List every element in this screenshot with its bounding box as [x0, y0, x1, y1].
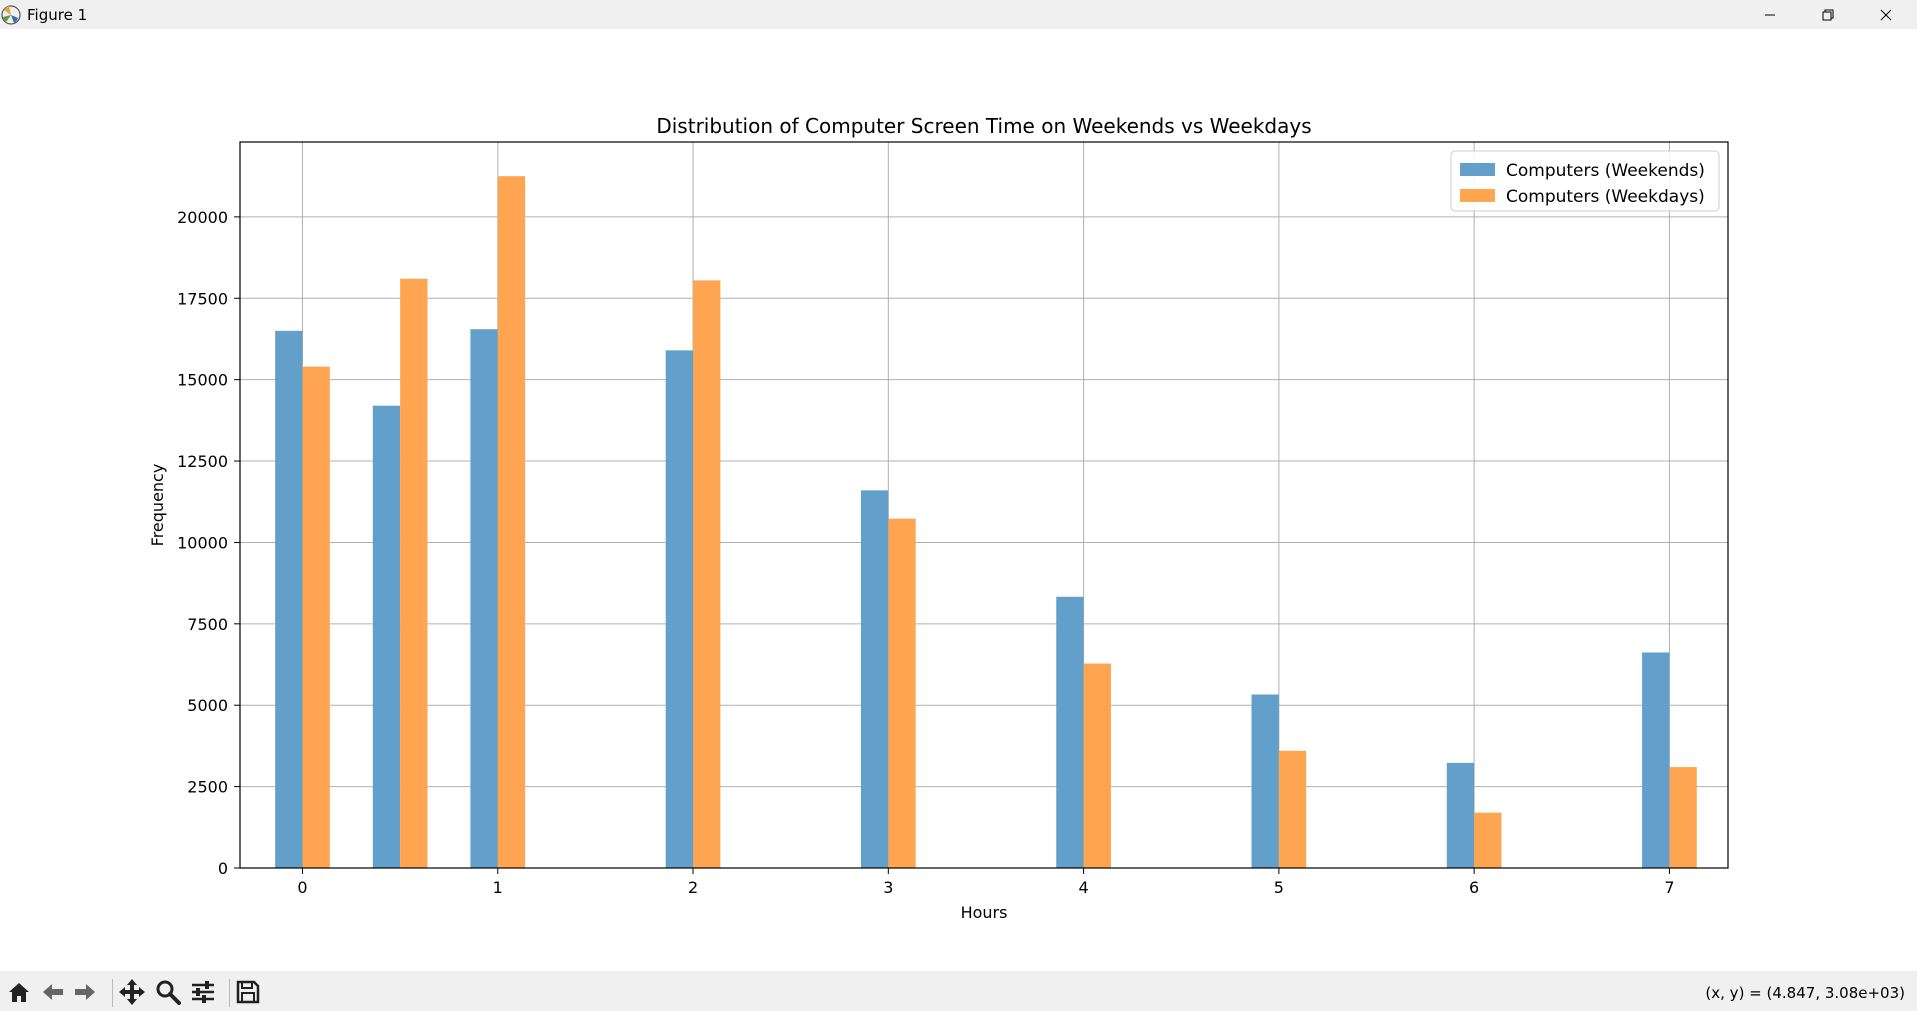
bar-weekends — [372, 405, 401, 868]
save-button[interactable] — [233, 977, 263, 1007]
x-tick-label: 2 — [688, 878, 698, 897]
bar-weekdays — [1474, 812, 1502, 868]
zoom-icon — [156, 980, 181, 1005]
x-tick-label: 4 — [1078, 878, 1088, 897]
bar-weekdays — [1083, 663, 1111, 868]
x-tick-label: 0 — [297, 878, 307, 897]
bar-weekdays — [497, 176, 526, 869]
y-tick-label: 12500 — [177, 452, 228, 471]
legend-swatch — [1460, 189, 1495, 202]
legend-label: Computers (Weekdays) — [1506, 187, 1705, 207]
bar-weekdays — [302, 366, 330, 868]
minimize-button[interactable] — [1741, 0, 1799, 29]
legend-swatch — [1460, 163, 1495, 176]
x-tick-label: 3 — [883, 878, 893, 897]
chart-title: Distribution of Computer Screen Time on … — [656, 114, 1311, 138]
bar-weekdays — [888, 518, 916, 868]
legend-box — [1450, 150, 1720, 212]
navigation-toolbar: (x, y) = (4.847, 3.08e+03) — [0, 971, 1917, 1011]
y-tick-label: 15000 — [177, 371, 228, 390]
bar-chart: 0 1 2 3 4 5 6 7 0 2500 5000 7500 10000 12500 15000 1750… — [148, 114, 1729, 922]
legend-label: Computers (Weekends) — [1506, 161, 1705, 181]
bar-weekdays — [1669, 767, 1697, 868]
bar-weekends — [1056, 596, 1084, 868]
back-icon — [43, 984, 63, 1000]
restore-icon — [1822, 9, 1834, 20]
y-tick-label: 17500 — [177, 289, 228, 308]
bar-weekends — [860, 490, 889, 868]
y-tick-label: 5000 — [187, 696, 228, 715]
y-tick-label: 7500 — [187, 615, 228, 634]
x-tick-label: 5 — [1274, 878, 1284, 897]
restore-button[interactable] — [1799, 0, 1857, 29]
close-icon — [1880, 9, 1892, 20]
bar-weekends — [1642, 652, 1670, 868]
y-tick-label: 10000 — [177, 533, 228, 552]
save-icon — [236, 980, 260, 1004]
forward-button[interactable] — [70, 977, 100, 1007]
y-tick-label: 0 — [218, 859, 228, 878]
bar-weekends — [1446, 762, 1475, 868]
configure-subplots-button[interactable] — [188, 977, 218, 1007]
bar-weekends — [665, 350, 694, 868]
bar-weekends — [1251, 694, 1279, 868]
bar-weekends — [275, 330, 303, 869]
axes-frame — [239, 141, 1729, 869]
plot-background — [240, 142, 1728, 868]
configure-subplots-icon — [192, 981, 214, 1003]
pan-icon — [119, 979, 145, 1005]
minimize-icon — [1765, 14, 1775, 15]
y-axis-label: Frequency — [148, 464, 167, 547]
bar-weekdays — [1278, 750, 1307, 868]
zoom-button[interactable] — [153, 977, 183, 1007]
x-tick-label: 7 — [1664, 878, 1674, 897]
toolbar-separator — [112, 979, 113, 1007]
close-button[interactable] — [1857, 0, 1915, 29]
home-button[interactable] — [4, 977, 34, 1007]
back-button[interactable] — [38, 977, 68, 1007]
bar-weekdays — [693, 280, 721, 868]
bar-weekdays — [400, 278, 428, 868]
bar-weekends — [470, 329, 498, 869]
toolbar-separator — [229, 979, 230, 1007]
x-axis-label: Hours — [961, 903, 1008, 922]
cursor-coordinates: (x, y) = (4.847, 3.08e+03) — [1705, 984, 1905, 1002]
matplotlib-icon — [1, 5, 21, 25]
x-tick-label: 1 — [493, 878, 503, 897]
pan-button[interactable] — [117, 977, 147, 1007]
x-tick-label: 6 — [1469, 878, 1479, 897]
forward-icon — [75, 984, 95, 1000]
y-tick-label: 20000 — [177, 208, 228, 227]
y-tick-label: 2500 — [187, 778, 228, 797]
figure-canvas[interactable]: 0 1 2 3 4 5 6 7 0 2500 5000 7500 10000 12500 15000 1750… — [0, 29, 1917, 971]
home-icon — [9, 983, 29, 1002]
window-title: Figure 1 — [27, 6, 88, 24]
title-bar: Figure 1 — [0, 0, 1917, 29]
